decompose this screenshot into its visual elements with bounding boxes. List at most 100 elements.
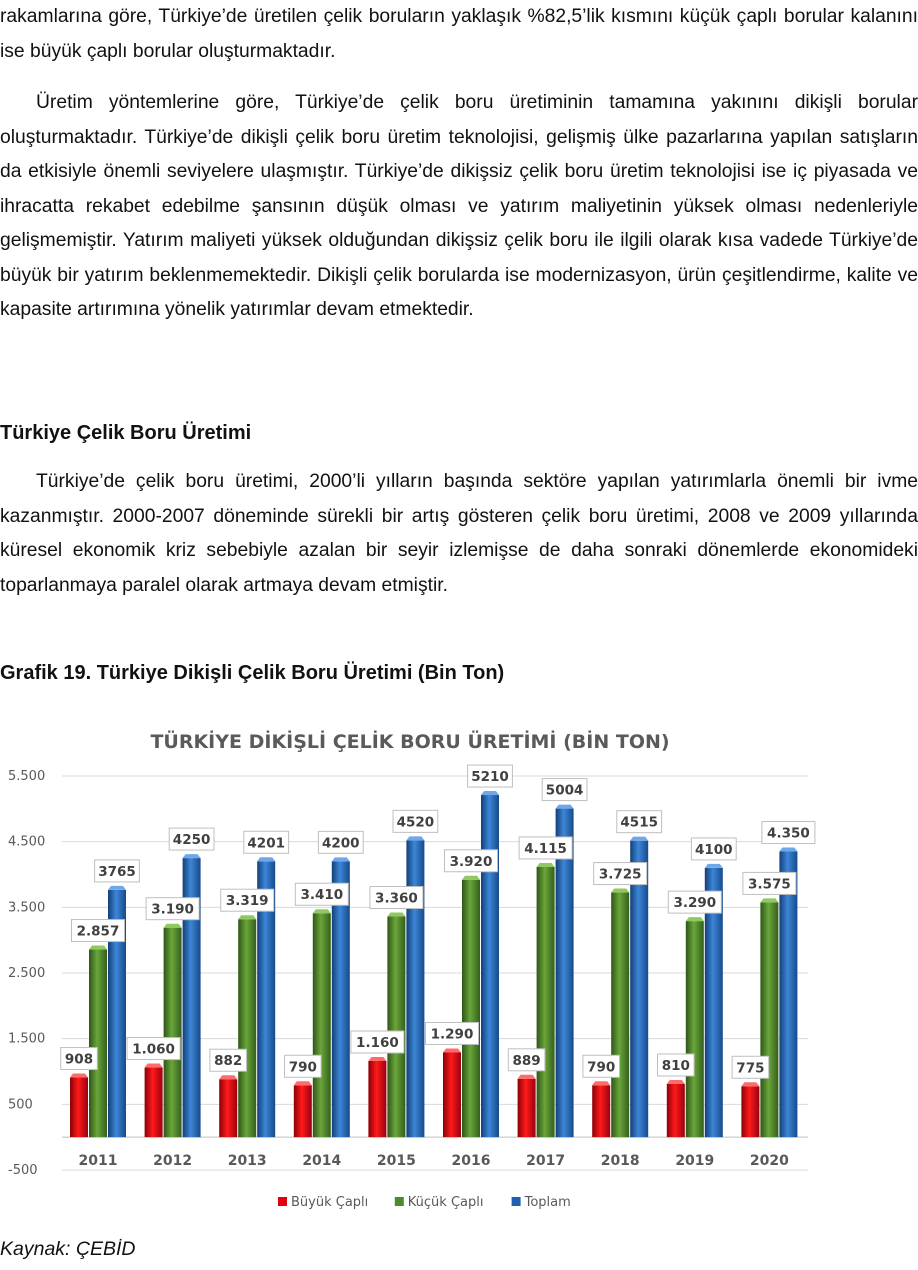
bar-k-k-apl--2019: [685, 921, 704, 1138]
legend-item: Toplam: [511, 1195, 571, 1210]
y-tick-label: 2.500: [8, 966, 45, 981]
bar-k-k-apl--2012: [163, 927, 182, 1138]
svg-text:1.290: 1.290: [431, 1026, 474, 1042]
bar-top: [779, 847, 798, 852]
source-note: Kaynak: ÇEBİD: [0, 1238, 136, 1260]
bar-k-k-apl--2011: [89, 949, 107, 1138]
bar-k-k-apl--2015: [387, 916, 406, 1138]
chart-title: TÜRKİYE DİKİŞLİ ÇELİK BORU ÜRETİMİ (BİN …: [150, 729, 669, 753]
data-label: 3.190: [145, 897, 200, 921]
bar-b-y-k-apl--2017: [517, 1078, 536, 1138]
paragraph-production-history: Türkiye’de çelik boru üretimi, 2000’li y…: [0, 471, 918, 596]
bar-top: [481, 791, 499, 796]
x-tick-label: 2011: [79, 1153, 118, 1169]
data-label: 4200: [317, 830, 364, 854]
bar-toplam-2015: [406, 840, 425, 1138]
x-tick-label: 2020: [750, 1153, 789, 1169]
data-label: 1.160: [350, 1030, 405, 1054]
svg-text:3765: 3765: [98, 864, 136, 880]
bar-toplam-2017: [555, 808, 574, 1138]
svg-text:790: 790: [587, 1059, 615, 1075]
bar-top: [462, 875, 480, 880]
bar-top: [760, 898, 779, 903]
svg-text:775: 775: [736, 1060, 764, 1076]
y-tick-label: 5.500: [8, 769, 45, 784]
svg-text:2.857: 2.857: [77, 924, 120, 940]
x-tick-label: 2019: [675, 1153, 714, 1169]
bar-k-k-apl--2013: [238, 919, 257, 1138]
bar-toplam-2013: [257, 861, 276, 1138]
bar-b-y-k-apl--2018: [592, 1085, 611, 1138]
svg-text:Büyük Çaplı: Büyük Çaplı: [291, 1195, 368, 1210]
data-label: 4515: [616, 810, 663, 834]
svg-text:4.115: 4.115: [524, 841, 567, 857]
bar-top: [368, 1056, 387, 1061]
bar-b-y-k-apl--2015: [368, 1060, 387, 1138]
bar-toplam-2018: [630, 840, 649, 1138]
data-label: 4.115: [518, 836, 573, 860]
chart-container: TÜRKİYE DİKİŞLİ ÇELİK BORU ÜRETİMİ (BİN …: [0, 710, 918, 1230]
data-label: 4100: [690, 837, 737, 861]
bar-k-k-apl--2014: [312, 913, 331, 1138]
bar-toplam-2020: [779, 851, 798, 1138]
bar-k-k-apl--2020: [760, 902, 779, 1138]
svg-text:810: 810: [662, 1058, 690, 1074]
data-label: 3.319: [220, 888, 275, 912]
svg-text:4250: 4250: [173, 832, 211, 848]
svg-text:Küçük Çaplı: Küçük Çaplı: [408, 1195, 484, 1210]
section-heading: Türkiye Çelik Boru Üretimi: [0, 422, 252, 444]
legend-item: Küçük Çaplı: [394, 1195, 484, 1210]
data-label: 3.410: [294, 882, 349, 906]
bar-top: [666, 1079, 685, 1084]
svg-text:3.575: 3.575: [748, 876, 791, 892]
svg-text:3.190: 3.190: [151, 902, 194, 918]
bar-top: [704, 863, 723, 868]
bar-top: [312, 909, 331, 914]
bar-top: [630, 836, 649, 841]
data-label: 3.575: [742, 871, 797, 895]
bar-top: [219, 1075, 238, 1080]
y-tick-label: 500: [8, 1097, 33, 1112]
data-label: 3.360: [369, 886, 424, 910]
data-label: 3765: [94, 859, 140, 883]
svg-text:4201: 4201: [247, 835, 285, 851]
bar-b-y-k-apl--2016: [443, 1052, 461, 1138]
bar-top: [182, 854, 201, 859]
svg-text:908: 908: [65, 1052, 93, 1068]
bar-top: [406, 836, 425, 841]
bar-chart: TÜRKİYE DİKİŞLİ ÇELİK BORU ÜRETİMİ (BİN …: [8, 729, 816, 1210]
data-label: 4201: [243, 830, 290, 854]
bar-top: [387, 912, 406, 917]
svg-text:3.290: 3.290: [673, 895, 716, 911]
svg-text:882: 882: [214, 1053, 242, 1069]
svg-text:3.920: 3.920: [450, 854, 493, 870]
bar-top: [611, 888, 630, 893]
bar-b-y-k-apl--2020: [741, 1086, 760, 1138]
bar-top: [592, 1081, 611, 1086]
svg-text:4100: 4100: [695, 842, 733, 858]
bar-top: [293, 1081, 312, 1086]
data-label: 775: [731, 1055, 770, 1079]
data-label: 908: [60, 1047, 98, 1071]
bar-k-k-apl--2018: [611, 892, 630, 1138]
bar-top: [555, 804, 574, 809]
svg-text:5210: 5210: [471, 769, 509, 785]
bar-top: [144, 1063, 163, 1068]
bar-top: [517, 1074, 536, 1079]
x-tick-label: 2017: [526, 1153, 565, 1169]
bar-top: [331, 857, 350, 862]
paragraph-intro: rakamlarına göre, Türkiye’de üretilen çe…: [0, 6, 918, 62]
svg-text:4.350: 4.350: [767, 826, 810, 842]
y-tick-label: 4.500: [8, 835, 45, 850]
x-tick-label: 2016: [452, 1153, 491, 1169]
data-label: 4520: [392, 809, 439, 833]
data-label: 3.725: [593, 862, 648, 886]
bar-top: [257, 857, 276, 862]
y-tick-label: -500: [8, 1163, 38, 1178]
svg-text:5004: 5004: [546, 783, 584, 799]
data-label: 3.290: [667, 890, 722, 914]
bar-toplam-2016: [481, 795, 499, 1138]
svg-text:3.725: 3.725: [599, 867, 642, 883]
bar-b-y-k-apl--2013: [219, 1079, 238, 1138]
data-label: 4.350: [761, 821, 816, 845]
